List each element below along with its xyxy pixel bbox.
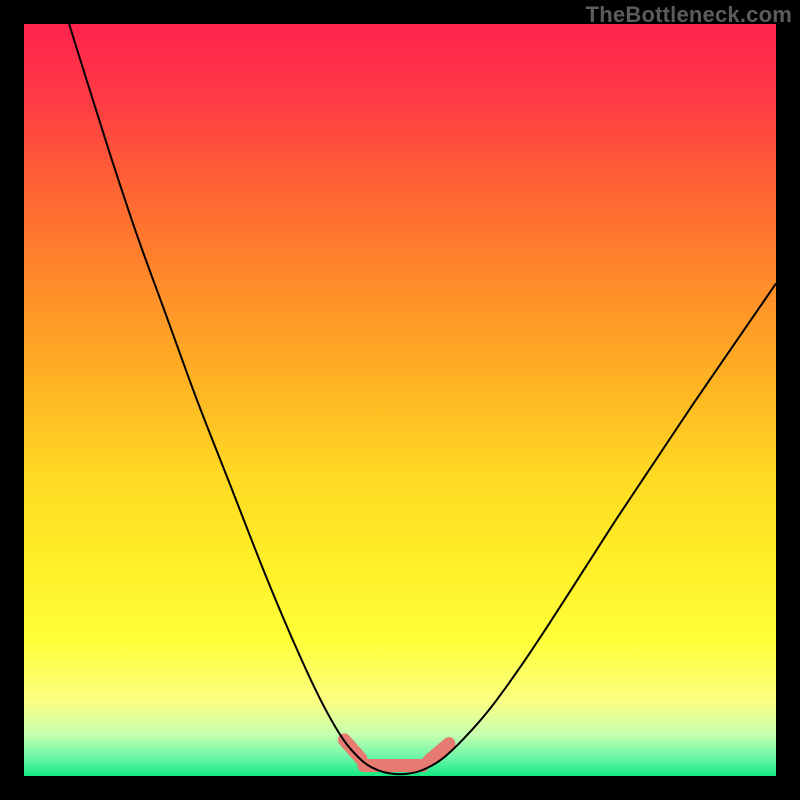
plot-area — [24, 24, 776, 776]
outer-frame: TheBottleneck.com — [0, 0, 800, 800]
watermark-text: TheBottleneck.com — [586, 2, 792, 28]
gradient-background — [24, 24, 776, 776]
chart-svg — [24, 24, 776, 776]
